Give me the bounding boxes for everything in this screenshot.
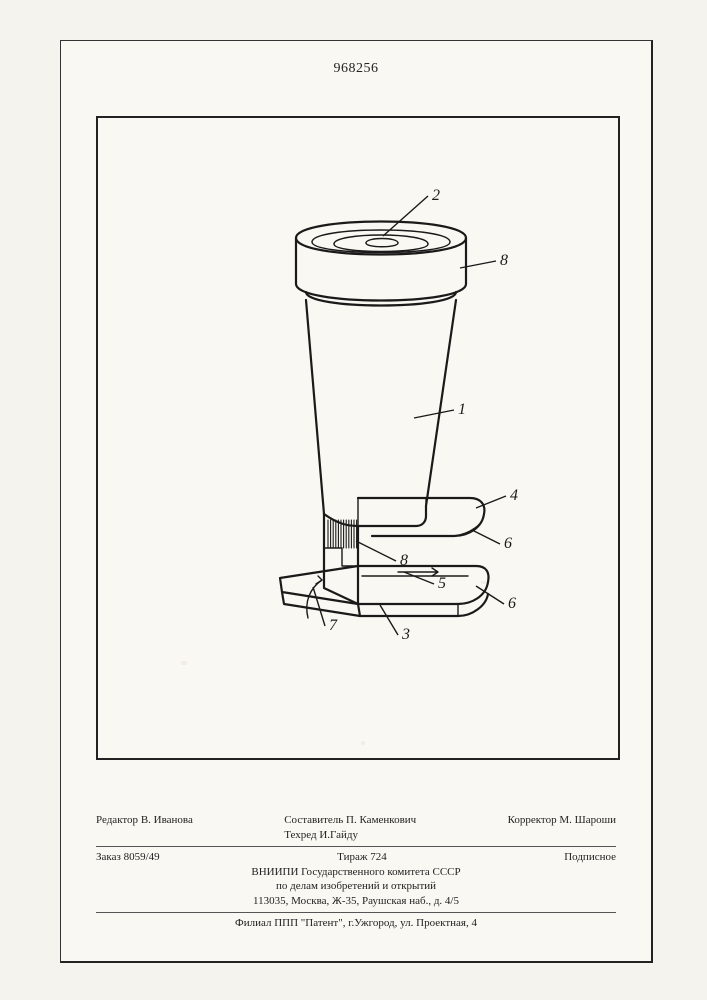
svg-text:8: 8 (500, 252, 508, 269)
svg-text:8: 8 (400, 552, 408, 569)
tirage-line: Тираж 724 (337, 850, 387, 865)
svg-text:3: 3 (401, 626, 410, 643)
org-lines: ВНИИПИ Государственного комитета СССР по… (96, 865, 616, 910)
figure-svg: 2814685673 (98, 118, 618, 758)
svg-text:1: 1 (458, 401, 466, 418)
document-number: 968256 (61, 61, 651, 77)
footer-block: Редактор В. Иванова Составитель П. Камен… (96, 813, 616, 931)
svg-text:6: 6 (504, 535, 512, 552)
svg-text:4: 4 (510, 487, 518, 504)
subscribe-line: Подписное (564, 850, 616, 865)
branch-line: Филиал ППП "Патент", г.Ужгород, ул. Прое… (96, 916, 616, 931)
svg-text:2: 2 (432, 187, 440, 204)
order-line: Заказ 8059/49 (96, 850, 160, 865)
svg-text:6: 6 (508, 595, 516, 612)
editor-line: Редактор В. Иванова (96, 813, 193, 843)
compiler-line: Составитель П. Каменкович Техред И.Гайду (284, 813, 416, 843)
svg-text:7: 7 (329, 617, 338, 634)
corrector-line: Корректор М. Шароши (508, 813, 616, 843)
svg-text:5: 5 (438, 575, 446, 592)
figure-frame: 2814685673 (96, 116, 620, 760)
